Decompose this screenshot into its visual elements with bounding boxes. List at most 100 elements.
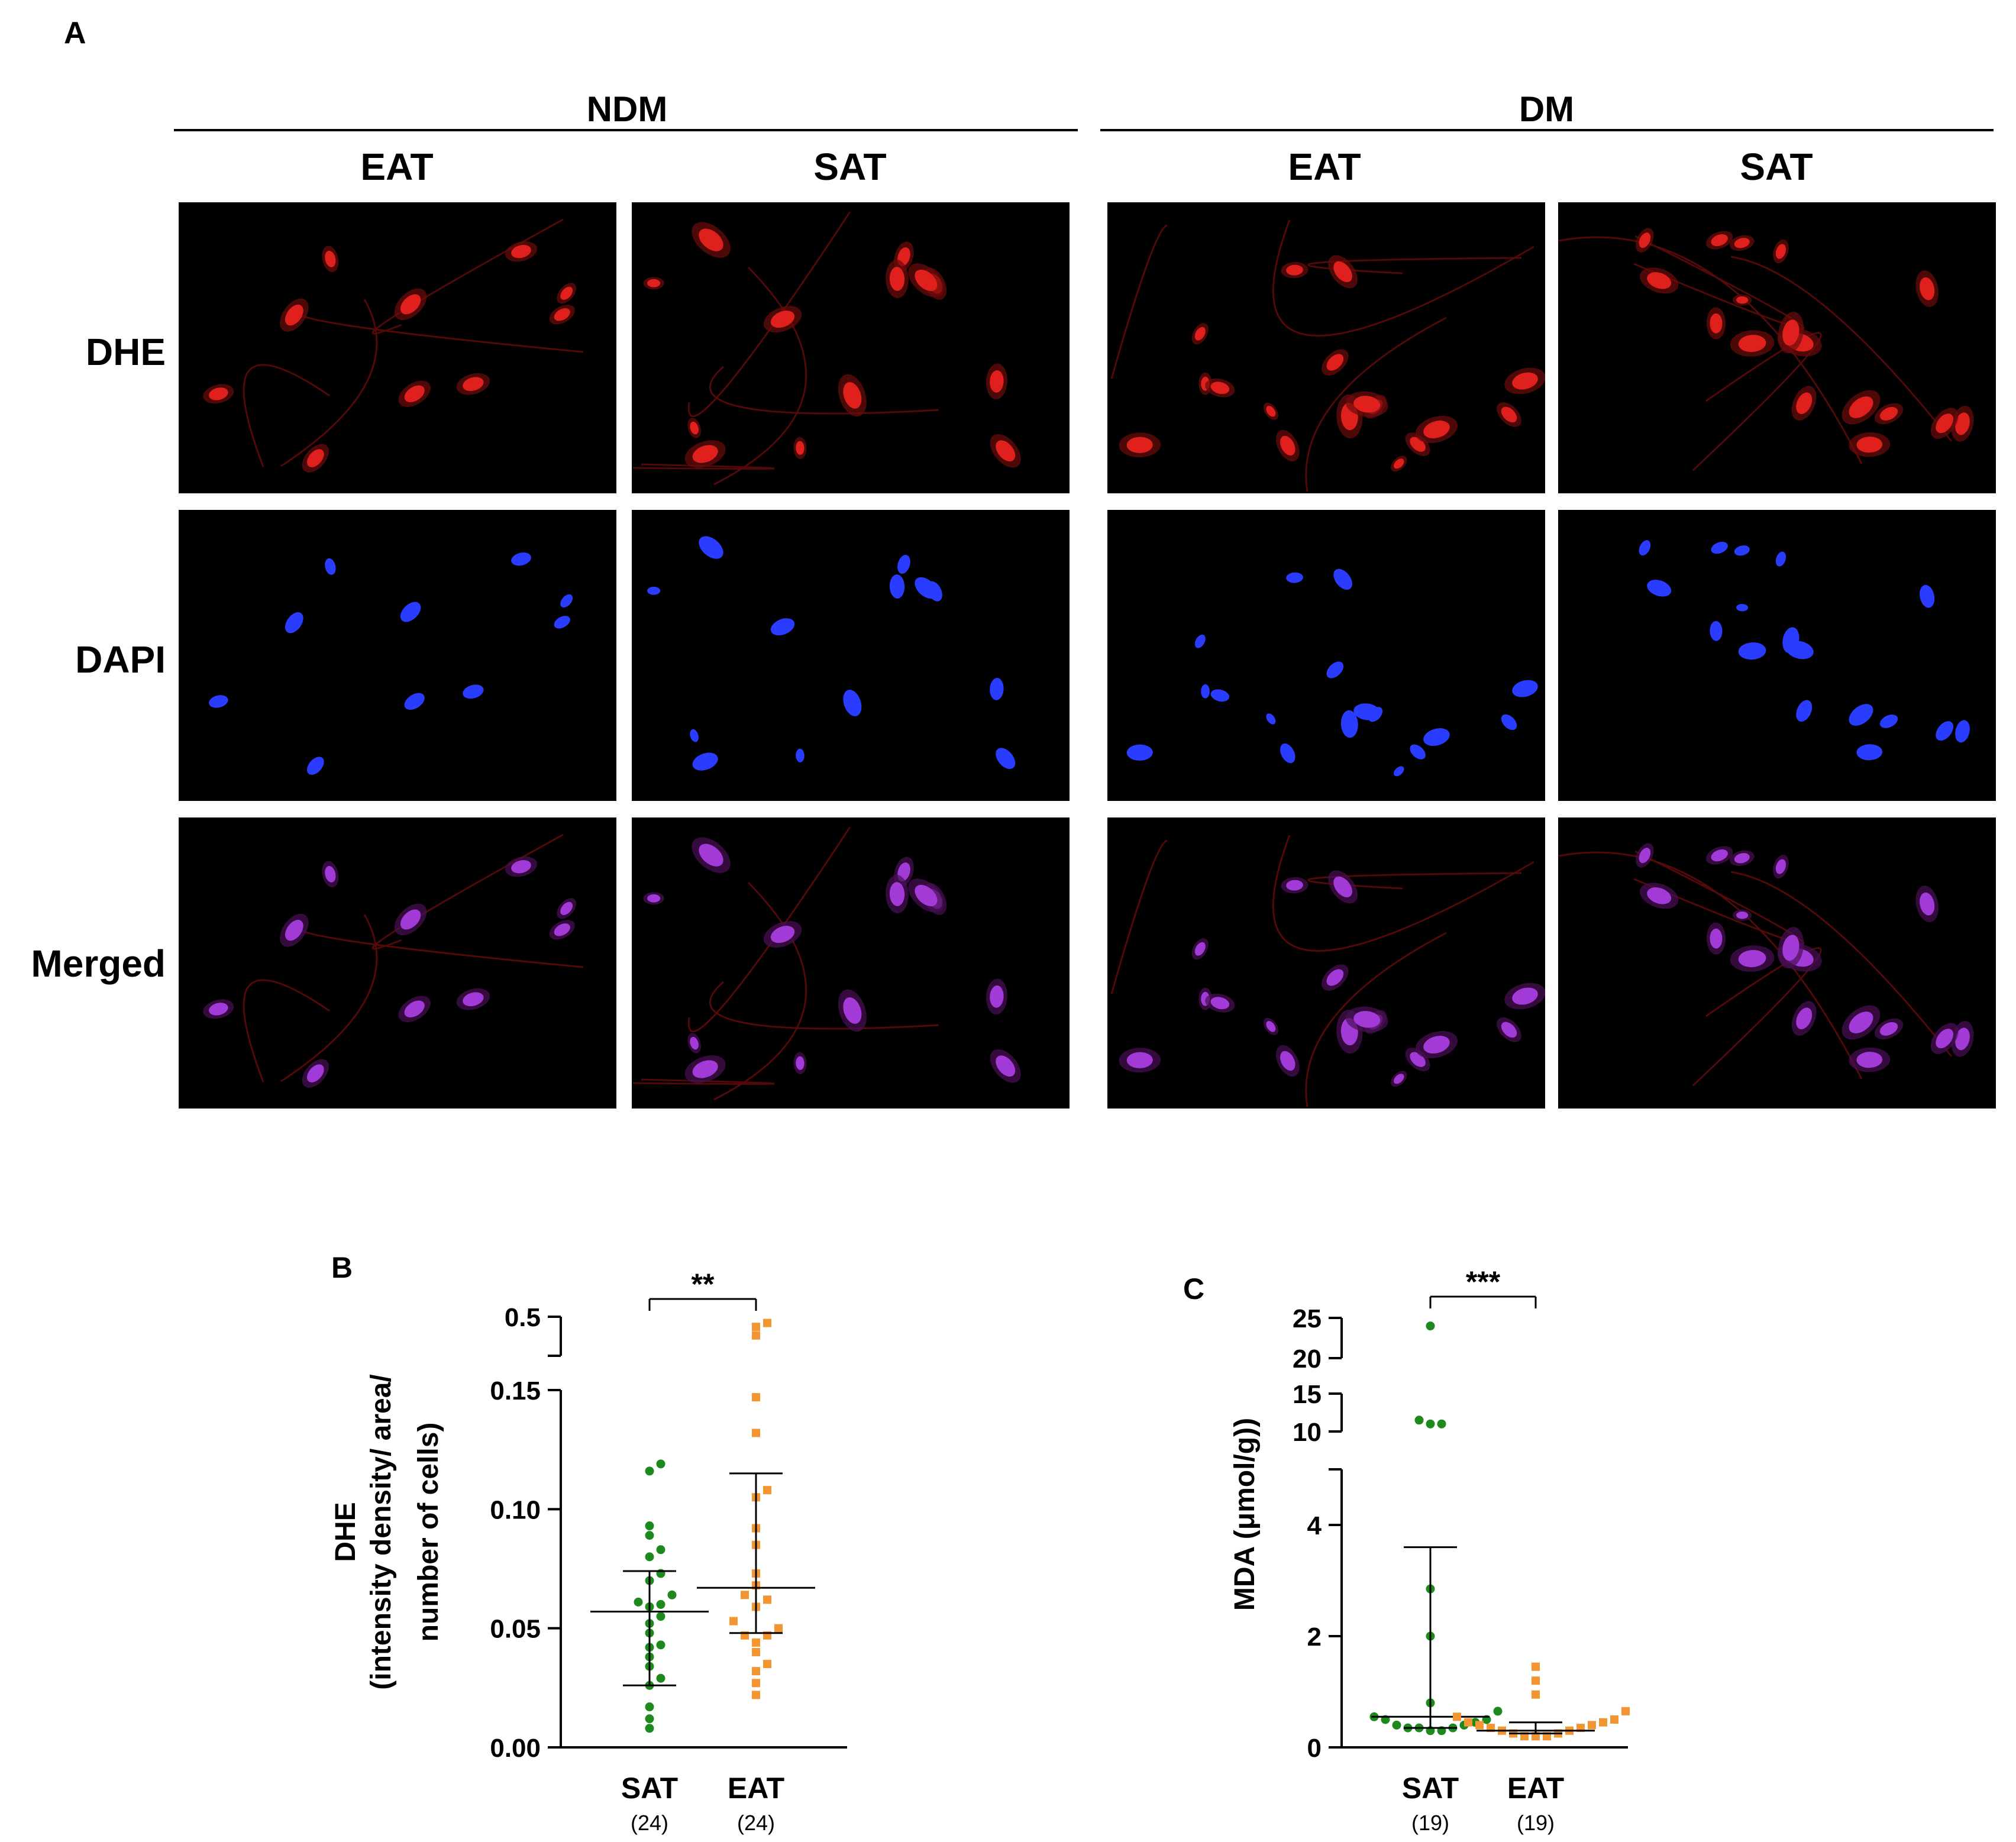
cell-nucleus (843, 690, 862, 716)
cell-nucleus (554, 308, 570, 321)
cell-nucleus (1286, 264, 1303, 276)
cell-nucleus (554, 923, 570, 936)
cell-nucleus (1711, 234, 1728, 247)
cell-nucleus (647, 894, 661, 903)
cell-nucleus (1394, 1074, 1404, 1084)
micrograph-dm-eat-dhe (1107, 202, 1545, 493)
cell-nucleus (915, 577, 938, 599)
panel-b-sat-point (645, 1702, 654, 1712)
cell-nucleus (560, 901, 573, 915)
cell-nucleus (1639, 848, 1651, 864)
chart-panel-c: C 0 2 4 10 15 20 25 MDA (μmol/g)) SAT (19) EAT (19) *… (1183, 1265, 1630, 1835)
cell-nucleus (1738, 949, 1766, 968)
panel-c-eat-point (1588, 1721, 1596, 1730)
panel-c-y-tick-label: 10 (1293, 1418, 1322, 1447)
cell-nucleus (699, 228, 723, 251)
cell-nucleus (1647, 580, 1672, 597)
cell-nucleus (1955, 720, 1970, 743)
micrograph-ndm-sat-dhe (632, 202, 1070, 493)
tissue-fiber (243, 364, 330, 467)
panel-b-category-label: SAT (621, 1772, 678, 1805)
cell-nucleus (1879, 714, 1898, 728)
cell-nucleus (285, 920, 303, 941)
cell-nucleus (400, 602, 421, 622)
cell-nucleus (511, 860, 531, 874)
cell-nucleus (690, 1036, 699, 1050)
cell-nucleus (1194, 327, 1206, 341)
cell-nucleus (306, 757, 324, 775)
column-header-dm-sat: SAT (1740, 146, 1813, 188)
cell-nucleus (463, 684, 484, 699)
cell-nucleus (796, 441, 805, 455)
cell-nucleus (1879, 406, 1898, 421)
panel-c-n-label: (19) (1517, 1811, 1555, 1835)
cell-nucleus (1333, 568, 1352, 590)
cell-nucleus (1710, 928, 1723, 949)
cell-nucleus (692, 445, 718, 463)
cell-nucleus (554, 616, 570, 629)
chart-panel-b: B 0.00 0.05 0.10 0.15 0.5 DHE (intensity densit… (330, 1251, 847, 1835)
panel-b-eat-point (741, 1591, 749, 1599)
panel-c-sat-point (1437, 1419, 1446, 1429)
cell-nucleus (1782, 319, 1799, 346)
cell-nucleus (1849, 704, 1873, 726)
cell-nucleus (1286, 572, 1303, 583)
panel-c-letter: C (1183, 1272, 1204, 1305)
panel-c-eat-point (1453, 1712, 1461, 1721)
panel-b-sat-point (656, 1640, 665, 1650)
micrograph-ndm-sat-merged (632, 817, 1070, 1109)
cell-nucleus (770, 926, 795, 943)
cell-nucleus (1736, 296, 1749, 304)
cell-nucleus (996, 748, 1016, 770)
cell-nucleus (1353, 396, 1381, 413)
tissue-fiber (709, 981, 939, 1030)
cell-nucleus (1738, 334, 1766, 353)
micrograph-dm-sat-dapi (1558, 510, 1996, 801)
row-label-dapi: DAPI (75, 638, 166, 681)
panel-b-eat-point (752, 1667, 760, 1676)
cell-nucleus (1394, 458, 1404, 469)
panel-b-sat-point (656, 1545, 665, 1555)
cell-nucleus (1856, 744, 1883, 761)
group-rule-dm (1100, 129, 1994, 131)
column-header-ndm-eat: EAT (360, 146, 434, 188)
cell-nucleus (1280, 743, 1295, 764)
cell-nucleus (996, 440, 1016, 462)
cell-nucleus (1353, 1011, 1381, 1028)
cell-nucleus (1326, 354, 1344, 371)
panel-b-sat-point (645, 1466, 654, 1476)
tissue-fiber (1305, 932, 1447, 1107)
tissue-fiber (1110, 224, 1168, 379)
cell-nucleus (1920, 277, 1935, 300)
panel-b-y-tick-label: 0.05 (490, 1615, 541, 1644)
panel-b-y-axis-title-line: number of cells) (413, 1423, 444, 1642)
panel-b-category-label: EAT (728, 1772, 784, 1805)
cell-nucleus (770, 311, 795, 328)
cell-nucleus (325, 250, 336, 267)
cell-nucleus (1326, 661, 1344, 678)
tissue-fiber (1272, 835, 1534, 952)
tissue-fiber (280, 299, 378, 467)
panel-b-eat-point (752, 1679, 760, 1688)
panel-c-y-axis-title: MDA (μmol/g)) (1229, 1418, 1261, 1611)
cell-nucleus (325, 865, 336, 883)
tissue-fiber (687, 211, 851, 418)
cell-nucleus (1639, 232, 1651, 248)
cell-nucleus (1126, 1052, 1153, 1068)
cell-nucleus (1512, 987, 1538, 1005)
panel-b-sat-point (656, 1459, 665, 1469)
panel-b-sat-point (645, 1531, 654, 1540)
cell-nucleus (1849, 1012, 1873, 1033)
panel-b-eat-point (752, 1647, 760, 1656)
panel-c-n-label: (19) (1411, 1811, 1449, 1835)
cell-nucleus (1920, 892, 1935, 916)
panel-c-y-tick-label: 15 (1293, 1380, 1322, 1409)
micrograph-dm-sat-dhe (1558, 202, 1996, 493)
cell-nucleus (1353, 703, 1381, 720)
row-label-dhe: DHE (85, 331, 166, 373)
tissue-fiber (713, 881, 807, 1101)
cell-nucleus (1955, 1027, 1970, 1051)
cell-nucleus (1210, 997, 1230, 1010)
cell-nucleus (1856, 437, 1883, 453)
cell-nucleus (843, 382, 862, 409)
